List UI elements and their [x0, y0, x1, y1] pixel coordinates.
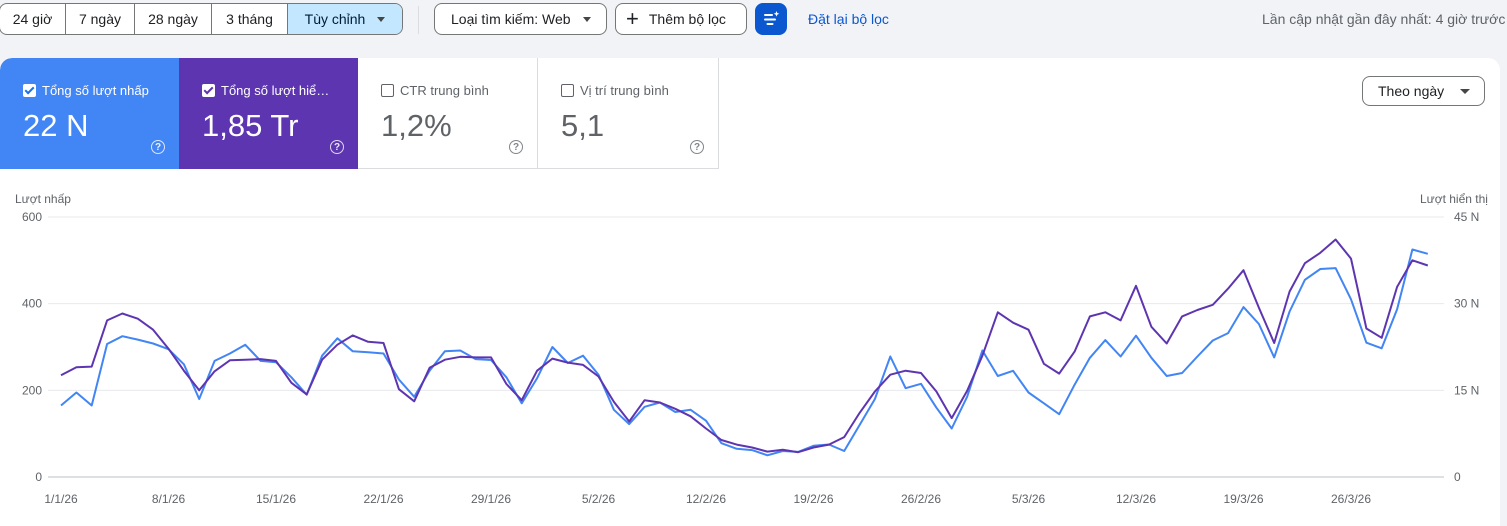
granularity-label: Theo ngày [1378, 83, 1445, 99]
granularity-dropdown[interactable]: Theo ngày [1362, 76, 1485, 106]
date-range-selector: 24 giờ 7 ngày 28 ngày 3 tháng Tùy chỉnh [0, 3, 403, 35]
dropdown-arrow-icon [1460, 89, 1470, 94]
help-icon[interactable]: ? [690, 140, 704, 154]
metric-label: Vị trí trung bình [561, 83, 701, 98]
range-24h-button[interactable]: 24 giờ [0, 4, 66, 34]
x-tick-label: 26/2/26 [901, 492, 941, 506]
y-right-tick-label: 0 [1454, 470, 1461, 484]
y-right-tick-label: 30 N [1454, 297, 1479, 311]
x-tick-label: 26/3/26 [1331, 492, 1371, 506]
metric-label-text: Tổng số lượt nhấp [42, 83, 149, 98]
range-7d-button[interactable]: 7 ngày [66, 4, 135, 34]
y-left-tick-label: 600 [22, 210, 42, 224]
x-tick-label: 5/2/26 [582, 492, 616, 506]
metric-total-impressions[interactable]: Tổng số lượt hiển thị 1,85 Tr ? [179, 58, 358, 169]
search-type-label: Loại tìm kiếm: Web [451, 11, 571, 27]
help-icon[interactable]: ? [151, 140, 165, 154]
x-tick-label: 12/2/26 [686, 492, 726, 506]
metric-label-text: CTR trung bình [400, 83, 489, 98]
metric-label: Tổng số lượt hiển thị [202, 83, 336, 98]
range-custom-label: Tùy chỉnh [304, 11, 366, 27]
divider [418, 6, 419, 34]
checkbox-checked-icon[interactable] [202, 84, 215, 97]
checkbox-checked-icon[interactable] [23, 84, 36, 97]
y-right-tick-label: 45 N [1454, 210, 1479, 224]
clicks-series-line [60, 248, 1429, 457]
last-updated-text: Lần cập nhật gần đây nhất: 4 giờ trước [1262, 11, 1506, 27]
help-icon[interactable]: ? [330, 140, 344, 154]
x-tick-label: 12/3/26 [1116, 492, 1156, 506]
metric-value: 5,1 [561, 108, 605, 143]
metric-label: Tổng số lượt nhấp [23, 83, 163, 98]
x-tick-label: 8/1/26 [152, 492, 186, 506]
metric-average-ctr[interactable]: CTR trung bình 1,2% ? [358, 58, 538, 169]
x-tick-label: 29/1/26 [471, 492, 511, 506]
add-filter-button[interactable]: + Thêm bộ lọc [615, 3, 747, 35]
metric-value: 1,2% [381, 108, 452, 143]
metric-label: CTR trung bình [381, 83, 521, 98]
reset-filters-link[interactable]: Đặt lại bộ lọc [808, 11, 889, 27]
checkbox-unchecked-icon[interactable] [561, 84, 574, 97]
toolbar: 24 giờ 7 ngày 28 ngày 3 tháng Tùy chỉnh … [0, 0, 1507, 44]
metric-label-text: Vị trí trung bình [580, 83, 669, 98]
y-left-tick-label: 400 [22, 297, 42, 311]
plus-icon: + [626, 6, 639, 31]
range-3m-button[interactable]: 3 tháng [212, 4, 288, 34]
x-tick-label: 19/2/26 [793, 492, 833, 506]
metric-total-clicks[interactable]: Tổng số lượt nhấp 22 N ? [0, 58, 179, 169]
search-type-dropdown[interactable]: Loại tìm kiếm: Web [434, 3, 607, 35]
metric-value: 1,85 Tr [202, 108, 299, 143]
dropdown-arrow-icon [377, 16, 386, 22]
y-left-tick-label: 200 [22, 383, 42, 397]
impressions-series-line [60, 238, 1429, 454]
filter-sparkle-icon [764, 11, 780, 25]
range-custom-button[interactable]: Tùy chỉnh [288, 4, 402, 34]
x-tick-label: 1/1/26 [44, 492, 78, 506]
y-left-axis-label: Lượt nhấp [15, 192, 71, 206]
checkbox-unchecked-icon[interactable] [381, 84, 394, 97]
y-right-tick-label: 15 N [1454, 383, 1479, 397]
metric-value: 22 N [23, 108, 89, 143]
filter-suggest-button[interactable] [755, 3, 787, 35]
y-left-tick-label: 0 [35, 470, 42, 484]
x-tick-label: 19/3/26 [1223, 492, 1263, 506]
help-icon[interactable]: ? [509, 140, 523, 154]
x-tick-label: 22/1/26 [363, 492, 403, 506]
range-28d-button[interactable]: 28 ngày [135, 4, 212, 34]
y-right-axis-label: Lượt hiển thị [1420, 192, 1488, 206]
x-tick-label: 15/1/26 [256, 492, 296, 506]
x-tick-label: 5/3/26 [1012, 492, 1046, 506]
metric-average-position[interactable]: Vị trí trung bình 5,1 ? [538, 58, 719, 169]
dropdown-arrow-icon [582, 16, 591, 22]
add-filter-label: Thêm bộ lọc [648, 11, 726, 27]
